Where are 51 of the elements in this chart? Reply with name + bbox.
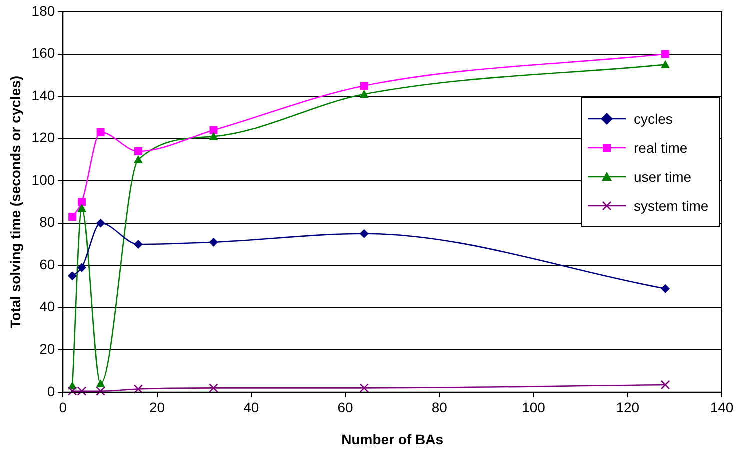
- point: [77, 204, 86, 212]
- point: [360, 90, 369, 98]
- point: [96, 128, 105, 136]
- point: [209, 132, 218, 140]
- point: [360, 82, 368, 90]
- point: [78, 198, 86, 206]
- y-tick-label: 0: [47, 383, 56, 400]
- y-tick-label: 140: [32, 87, 56, 104]
- y-tick-label: 40: [40, 298, 56, 315]
- x-tick-label: 40: [244, 400, 260, 416]
- x-tick-label: 80: [432, 400, 448, 416]
- point: [77, 263, 86, 272]
- x-tick-label: 20: [149, 400, 166, 416]
- point: [77, 386, 87, 396]
- point: [661, 60, 670, 68]
- point: [134, 240, 143, 249]
- y-tick-label: 120: [32, 130, 56, 146]
- point: [134, 384, 144, 394]
- x-tick-label: 120: [616, 400, 640, 416]
- x-tick-label: 100: [522, 400, 546, 416]
- point: [209, 384, 218, 393]
- y-tick-label: 60: [40, 256, 56, 272]
- legend-label: system time: [634, 198, 709, 214]
- legend-label: user time: [634, 168, 692, 185]
- point: [360, 384, 369, 393]
- point: [661, 284, 670, 294]
- point: [660, 380, 670, 390]
- point: [134, 147, 142, 156]
- point: [96, 379, 106, 388]
- point: [662, 50, 670, 58]
- point: [68, 386, 78, 396]
- x-tick-label: 0: [59, 400, 68, 416]
- x-tick-label: 140: [710, 400, 734, 416]
- point: [96, 386, 106, 396]
- point: [134, 155, 143, 164]
- point: [68, 272, 78, 281]
- y-tick-label: 100: [32, 172, 56, 188]
- point: [210, 126, 218, 134]
- y-tick-label: 180: [32, 2, 56, 19]
- x-tick-label: 60: [338, 400, 354, 416]
- point: [96, 218, 106, 228]
- y-tick-label: 160: [32, 45, 56, 62]
- legend-label: real time: [634, 140, 688, 156]
- y-tick-label: 20: [40, 340, 56, 357]
- y-axis-title: Total solving time (seconds or cycles): [7, 76, 24, 328]
- legend-label: cycles: [634, 110, 673, 127]
- x-axis-title: Number of BAs: [342, 431, 444, 448]
- point: [68, 212, 77, 221]
- point: [209, 238, 218, 247]
- y-tick-label: 80: [40, 214, 56, 230]
- point: [360, 229, 369, 238]
